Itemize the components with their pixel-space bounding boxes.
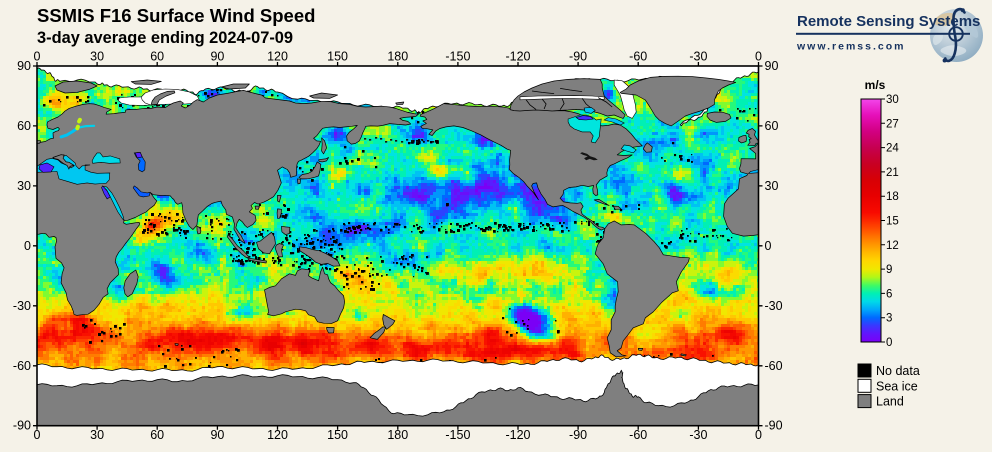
svg-text:18: 18 — [886, 191, 899, 203]
svg-text:120: 120 — [267, 50, 288, 64]
svg-text:60: 60 — [765, 119, 779, 133]
svg-text:-120: -120 — [505, 50, 530, 64]
svg-text:www.remss.com: www.remss.com — [796, 41, 905, 53]
svg-text:24: 24 — [886, 143, 899, 155]
svg-text:180: 180 — [387, 50, 408, 64]
svg-text:150: 150 — [327, 428, 348, 442]
svg-text:12: 12 — [886, 240, 899, 252]
svg-text:-30: -30 — [765, 299, 783, 313]
svg-text:-150: -150 — [445, 50, 470, 64]
svg-text:180: 180 — [387, 428, 408, 442]
svg-text:No data: No data — [876, 364, 920, 378]
svg-text:3-day average ending 2024-07-0: 3-day average ending 2024-07-09 — [37, 29, 293, 47]
svg-text:30: 30 — [90, 50, 104, 64]
svg-text:150: 150 — [327, 50, 348, 64]
svg-text:0: 0 — [34, 50, 41, 64]
svg-text:21: 21 — [886, 167, 899, 179]
svg-text:-150: -150 — [445, 428, 470, 442]
svg-text:m/s: m/s — [865, 78, 886, 92]
svg-text:30: 30 — [17, 179, 31, 193]
svg-text:-90: -90 — [13, 419, 31, 433]
svg-text:120: 120 — [267, 428, 288, 442]
svg-text:-90: -90 — [765, 419, 783, 433]
svg-text:-90: -90 — [569, 50, 587, 64]
svg-text:6: 6 — [886, 288, 892, 300]
svg-text:60: 60 — [150, 428, 164, 442]
svg-text:-30: -30 — [689, 428, 707, 442]
svg-text:27: 27 — [886, 118, 899, 130]
svg-text:60: 60 — [150, 50, 164, 64]
svg-text:0: 0 — [755, 50, 762, 64]
svg-text:-120: -120 — [505, 428, 530, 442]
svg-text:90: 90 — [17, 59, 31, 73]
svg-text:30: 30 — [886, 94, 899, 106]
svg-text:-30: -30 — [13, 299, 31, 313]
svg-text:-60: -60 — [629, 428, 647, 442]
svg-text:90: 90 — [210, 50, 224, 64]
svg-text:0: 0 — [765, 239, 772, 253]
svg-text:9: 9 — [886, 264, 892, 276]
svg-text:-90: -90 — [569, 428, 587, 442]
svg-text:0: 0 — [886, 337, 892, 349]
svg-text:Land: Land — [876, 395, 904, 409]
svg-text:-60: -60 — [629, 50, 647, 64]
svg-text:0: 0 — [34, 428, 41, 442]
svg-text:0: 0 — [755, 428, 762, 442]
svg-text:Sea ice: Sea ice — [876, 379, 918, 393]
svg-text:15: 15 — [886, 216, 899, 228]
svg-text:60: 60 — [17, 119, 31, 133]
svg-text:SSMIS F16 Surface Wind Speed: SSMIS F16 Surface Wind Speed — [37, 5, 315, 26]
svg-text:-30: -30 — [689, 50, 707, 64]
svg-text:0: 0 — [24, 239, 31, 253]
svg-text:3: 3 — [886, 313, 892, 325]
svg-text:-60: -60 — [765, 359, 783, 373]
svg-text:30: 30 — [90, 428, 104, 442]
svg-text:Remote Sensing Systems: Remote Sensing Systems — [797, 13, 980, 30]
svg-text:90: 90 — [765, 59, 779, 73]
svg-text:90: 90 — [210, 428, 224, 442]
svg-text:30: 30 — [765, 179, 779, 193]
svg-text:-60: -60 — [13, 359, 31, 373]
